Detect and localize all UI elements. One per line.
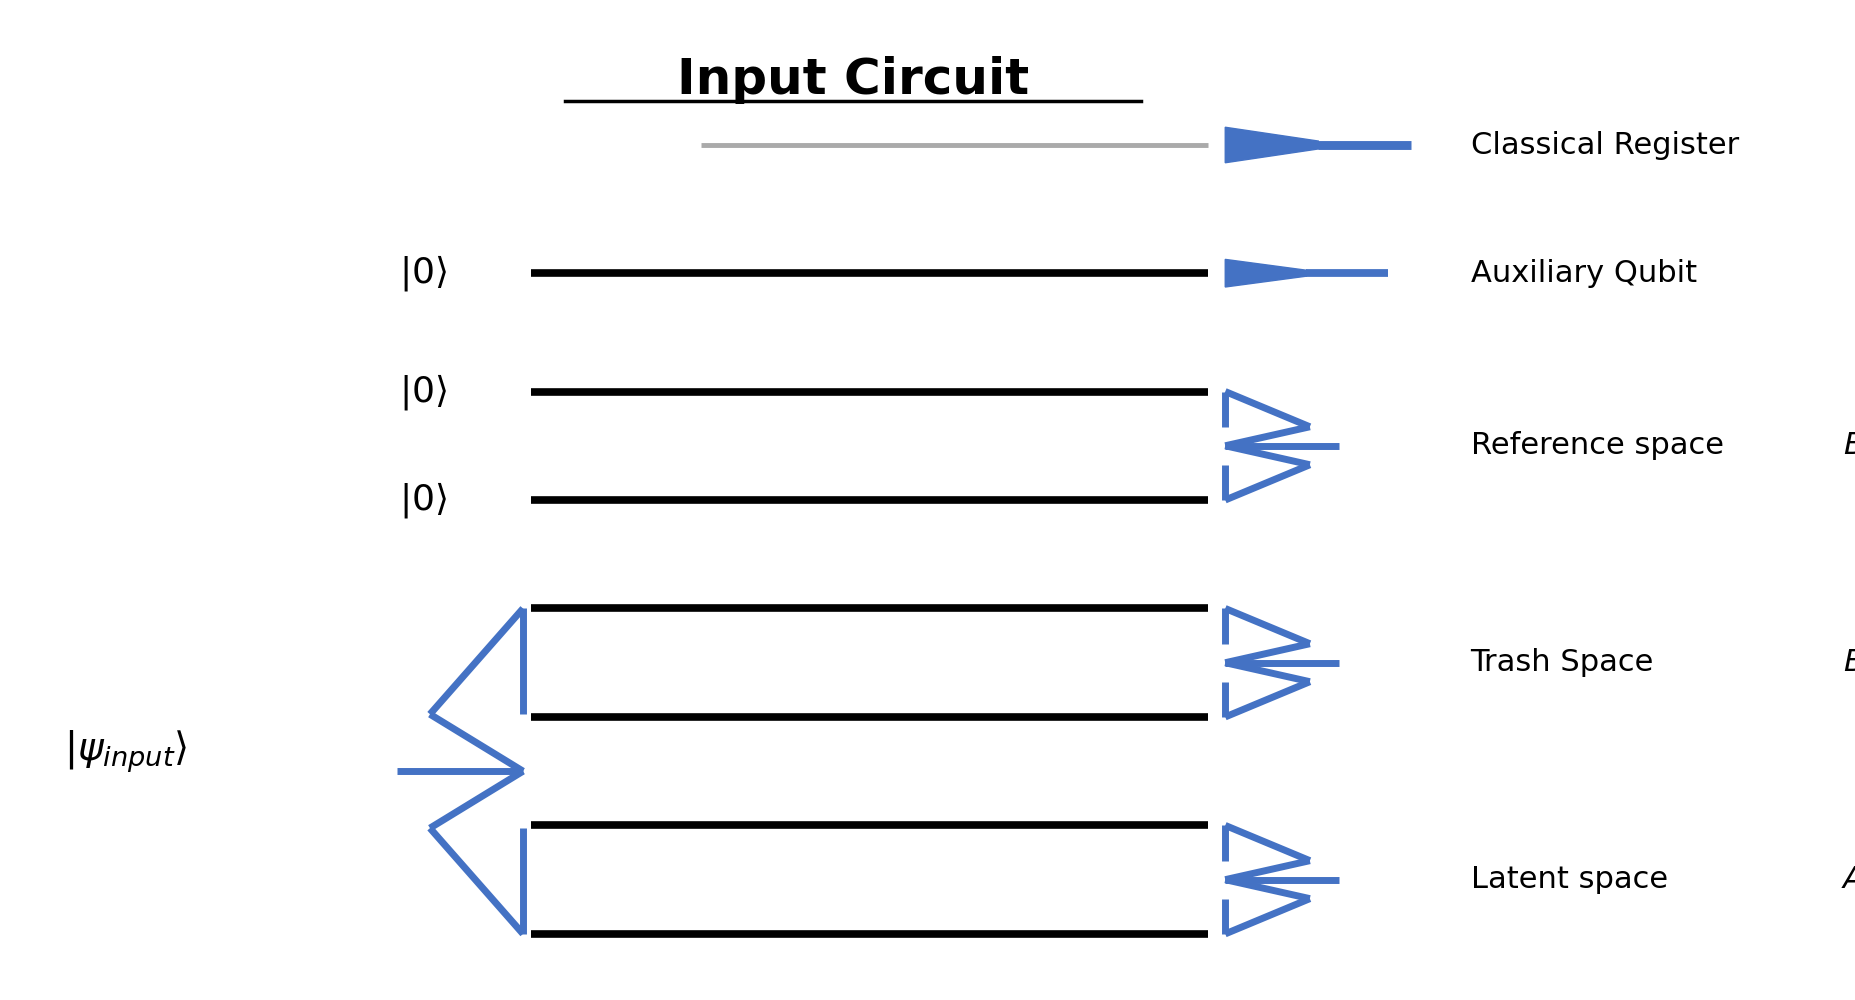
Text: $|0\rangle$: $|0\rangle$	[399, 372, 447, 412]
Text: Classical Register: Classical Register	[1469, 130, 1738, 159]
Text: B: B	[1842, 648, 1855, 677]
Polygon shape	[1224, 259, 1306, 287]
Text: Latent space: Latent space	[1469, 865, 1668, 894]
Text: $|0\rangle$: $|0\rangle$	[399, 480, 447, 520]
Polygon shape	[1224, 127, 1317, 163]
Text: Trash Space: Trash Space	[1469, 648, 1653, 677]
Text: Auxiliary Qubit: Auxiliary Qubit	[1469, 259, 1695, 288]
Text: $|\psi_{input}\rangle$: $|\psi_{input}\rangle$	[63, 728, 187, 775]
Text: $|0\rangle$: $|0\rangle$	[399, 253, 447, 293]
Text: Input Circuit: Input Circuit	[677, 56, 1028, 104]
Text: B′: B′	[1842, 431, 1855, 460]
Text: Reference space: Reference space	[1469, 431, 1723, 460]
Text: A: A	[1842, 865, 1855, 894]
